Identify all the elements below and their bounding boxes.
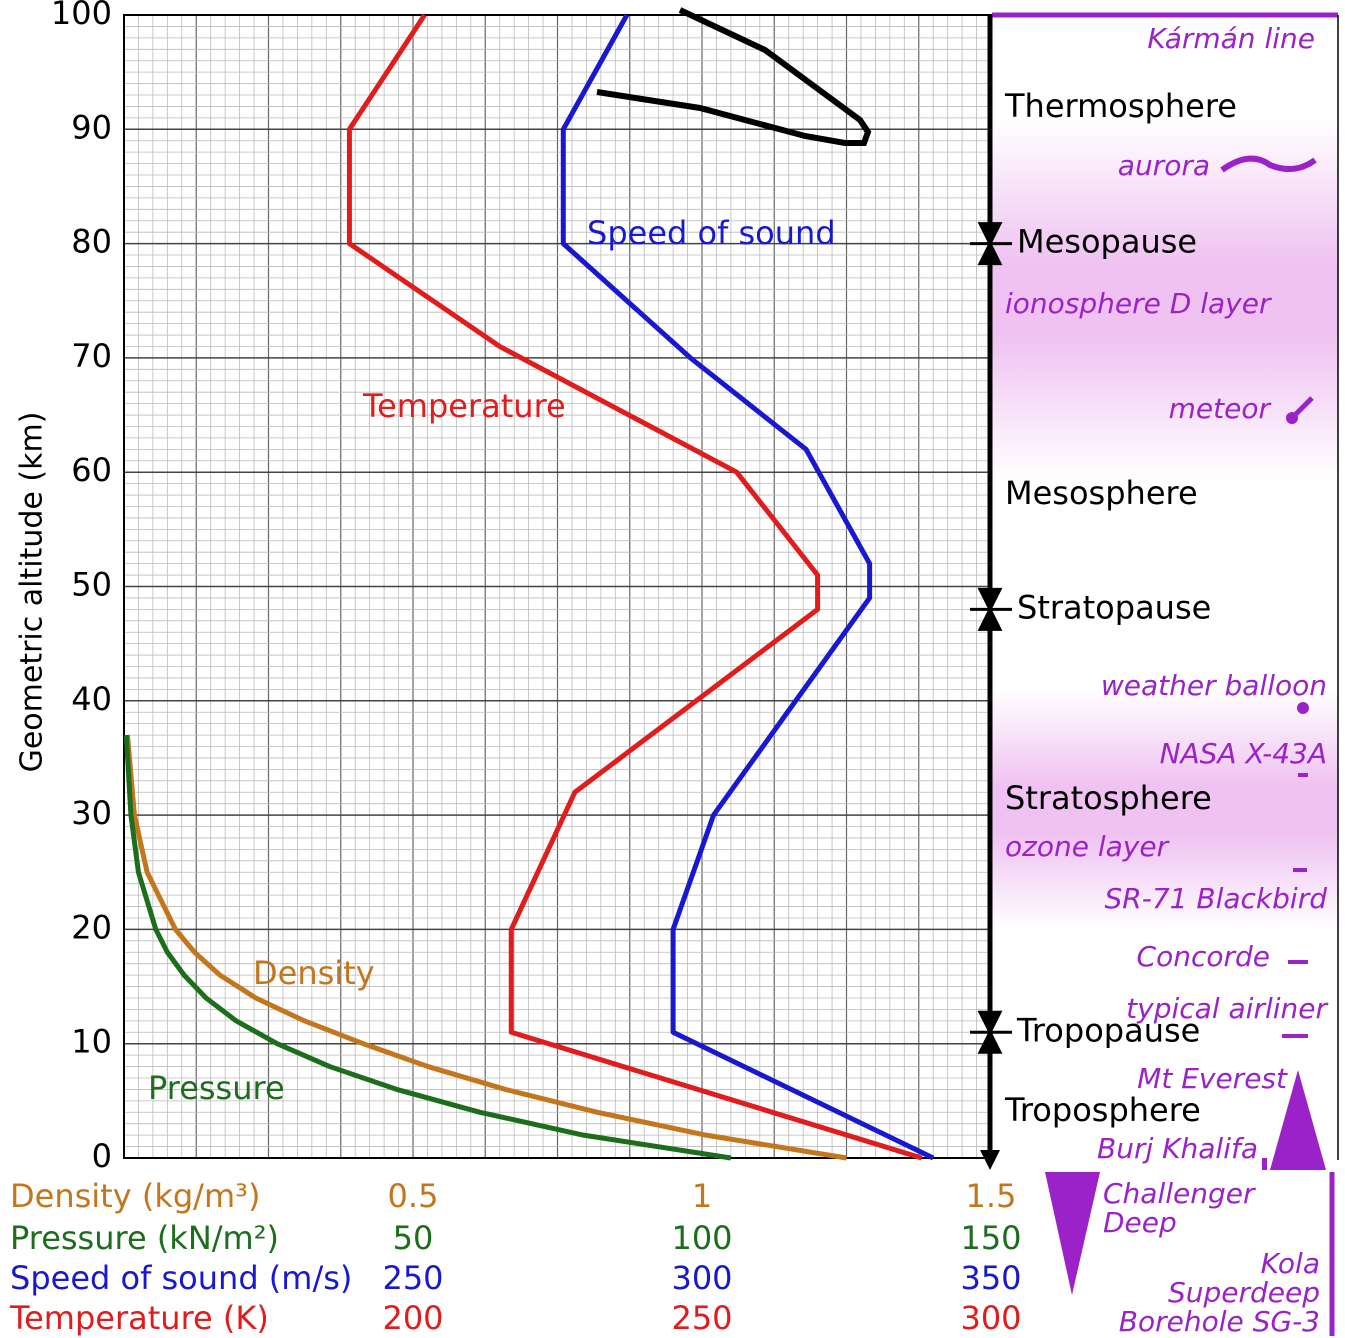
- layer-label: Thermosphere: [1004, 87, 1237, 125]
- challenger-icon: [1045, 1172, 1100, 1295]
- x-tick-label: 50: [393, 1219, 434, 1257]
- y-tick-label: 100: [51, 0, 112, 32]
- annotation: Borehole SG-3: [1119, 1305, 1320, 1338]
- annotation: meteor: [1169, 392, 1272, 425]
- x-tick-label: 1.5: [966, 1177, 1017, 1215]
- x-tick-label: 1: [692, 1177, 712, 1215]
- x-axis-label: Speed of sound (m/s): [10, 1259, 352, 1297]
- annotation: Concorde: [1137, 940, 1270, 973]
- aurora-curve: [597, 10, 868, 143]
- annotation: Burj Khalifa: [1097, 1132, 1258, 1165]
- x-tick-label: 300: [960, 1299, 1021, 1337]
- burj-icon: [1262, 1158, 1267, 1170]
- x-tick-label: 150: [960, 1219, 1021, 1257]
- annotation: ionosphere D layer: [1005, 287, 1272, 320]
- x-tick-label: 300: [671, 1259, 732, 1297]
- y-tick-label: 90: [71, 108, 112, 146]
- layer-label: Troposphere: [1004, 1091, 1201, 1129]
- y-tick-label: 80: [71, 223, 112, 261]
- annotation: Mt Everest: [1137, 1062, 1288, 1095]
- y-tick-label: 70: [71, 337, 112, 375]
- series-label: Temperature: [362, 387, 566, 425]
- series-label: Pressure: [148, 1069, 285, 1107]
- y-tick-label: 60: [71, 451, 112, 489]
- x-axis-label: Temperature (K): [9, 1299, 269, 1337]
- y-tick-label: 0: [92, 1137, 112, 1175]
- annotation: Kármán line: [1147, 22, 1315, 55]
- x-tick-label: 0.5: [388, 1177, 439, 1215]
- x-tick-label: 250: [671, 1299, 732, 1337]
- meteor-icon: [1286, 412, 1298, 424]
- annotation: SR-71 Blackbird: [1105, 882, 1328, 915]
- y-tick-label: 40: [71, 680, 112, 718]
- annotation: ozone layer: [1005, 830, 1170, 863]
- y-tick-label: 50: [71, 566, 112, 604]
- annotation: weather balloon: [1101, 669, 1327, 702]
- annotation: Deep: [1103, 1206, 1177, 1239]
- balloon-icon: [1297, 702, 1309, 714]
- layer-label: Mesosphere: [1005, 474, 1198, 512]
- y-tick-label: 30: [71, 794, 112, 832]
- boundary-label: Mesopause: [1017, 223, 1197, 261]
- series-label: Density: [253, 954, 375, 992]
- x-axis-label: Pressure (kN/m²): [10, 1219, 279, 1257]
- arrow: [980, 1150, 1000, 1170]
- x-tick-label: 200: [382, 1299, 443, 1337]
- x-axis-label: Density (kg/m³): [10, 1177, 260, 1215]
- annotation: typical airliner: [1126, 992, 1328, 1025]
- chart: Geometric altitude (km) 0 10 20 30 40 50 60 70 8…: [0, 0, 1345, 1338]
- annotation: NASA X-43A: [1160, 737, 1327, 770]
- boundary-label: Stratopause: [1017, 588, 1211, 626]
- series-label: Speed of sound: [587, 214, 836, 252]
- x-tick-label: 100: [671, 1219, 732, 1257]
- layer-label: Stratosphere: [1005, 779, 1212, 817]
- x-tick-label: 350: [960, 1259, 1021, 1297]
- x-tick-label: 250: [382, 1259, 443, 1297]
- y-tick-label: 10: [71, 1023, 112, 1061]
- y-tick-label: 20: [71, 908, 112, 946]
- annotation: aurora: [1118, 149, 1210, 182]
- y-axis-label: Geometric altitude (km): [15, 412, 50, 773]
